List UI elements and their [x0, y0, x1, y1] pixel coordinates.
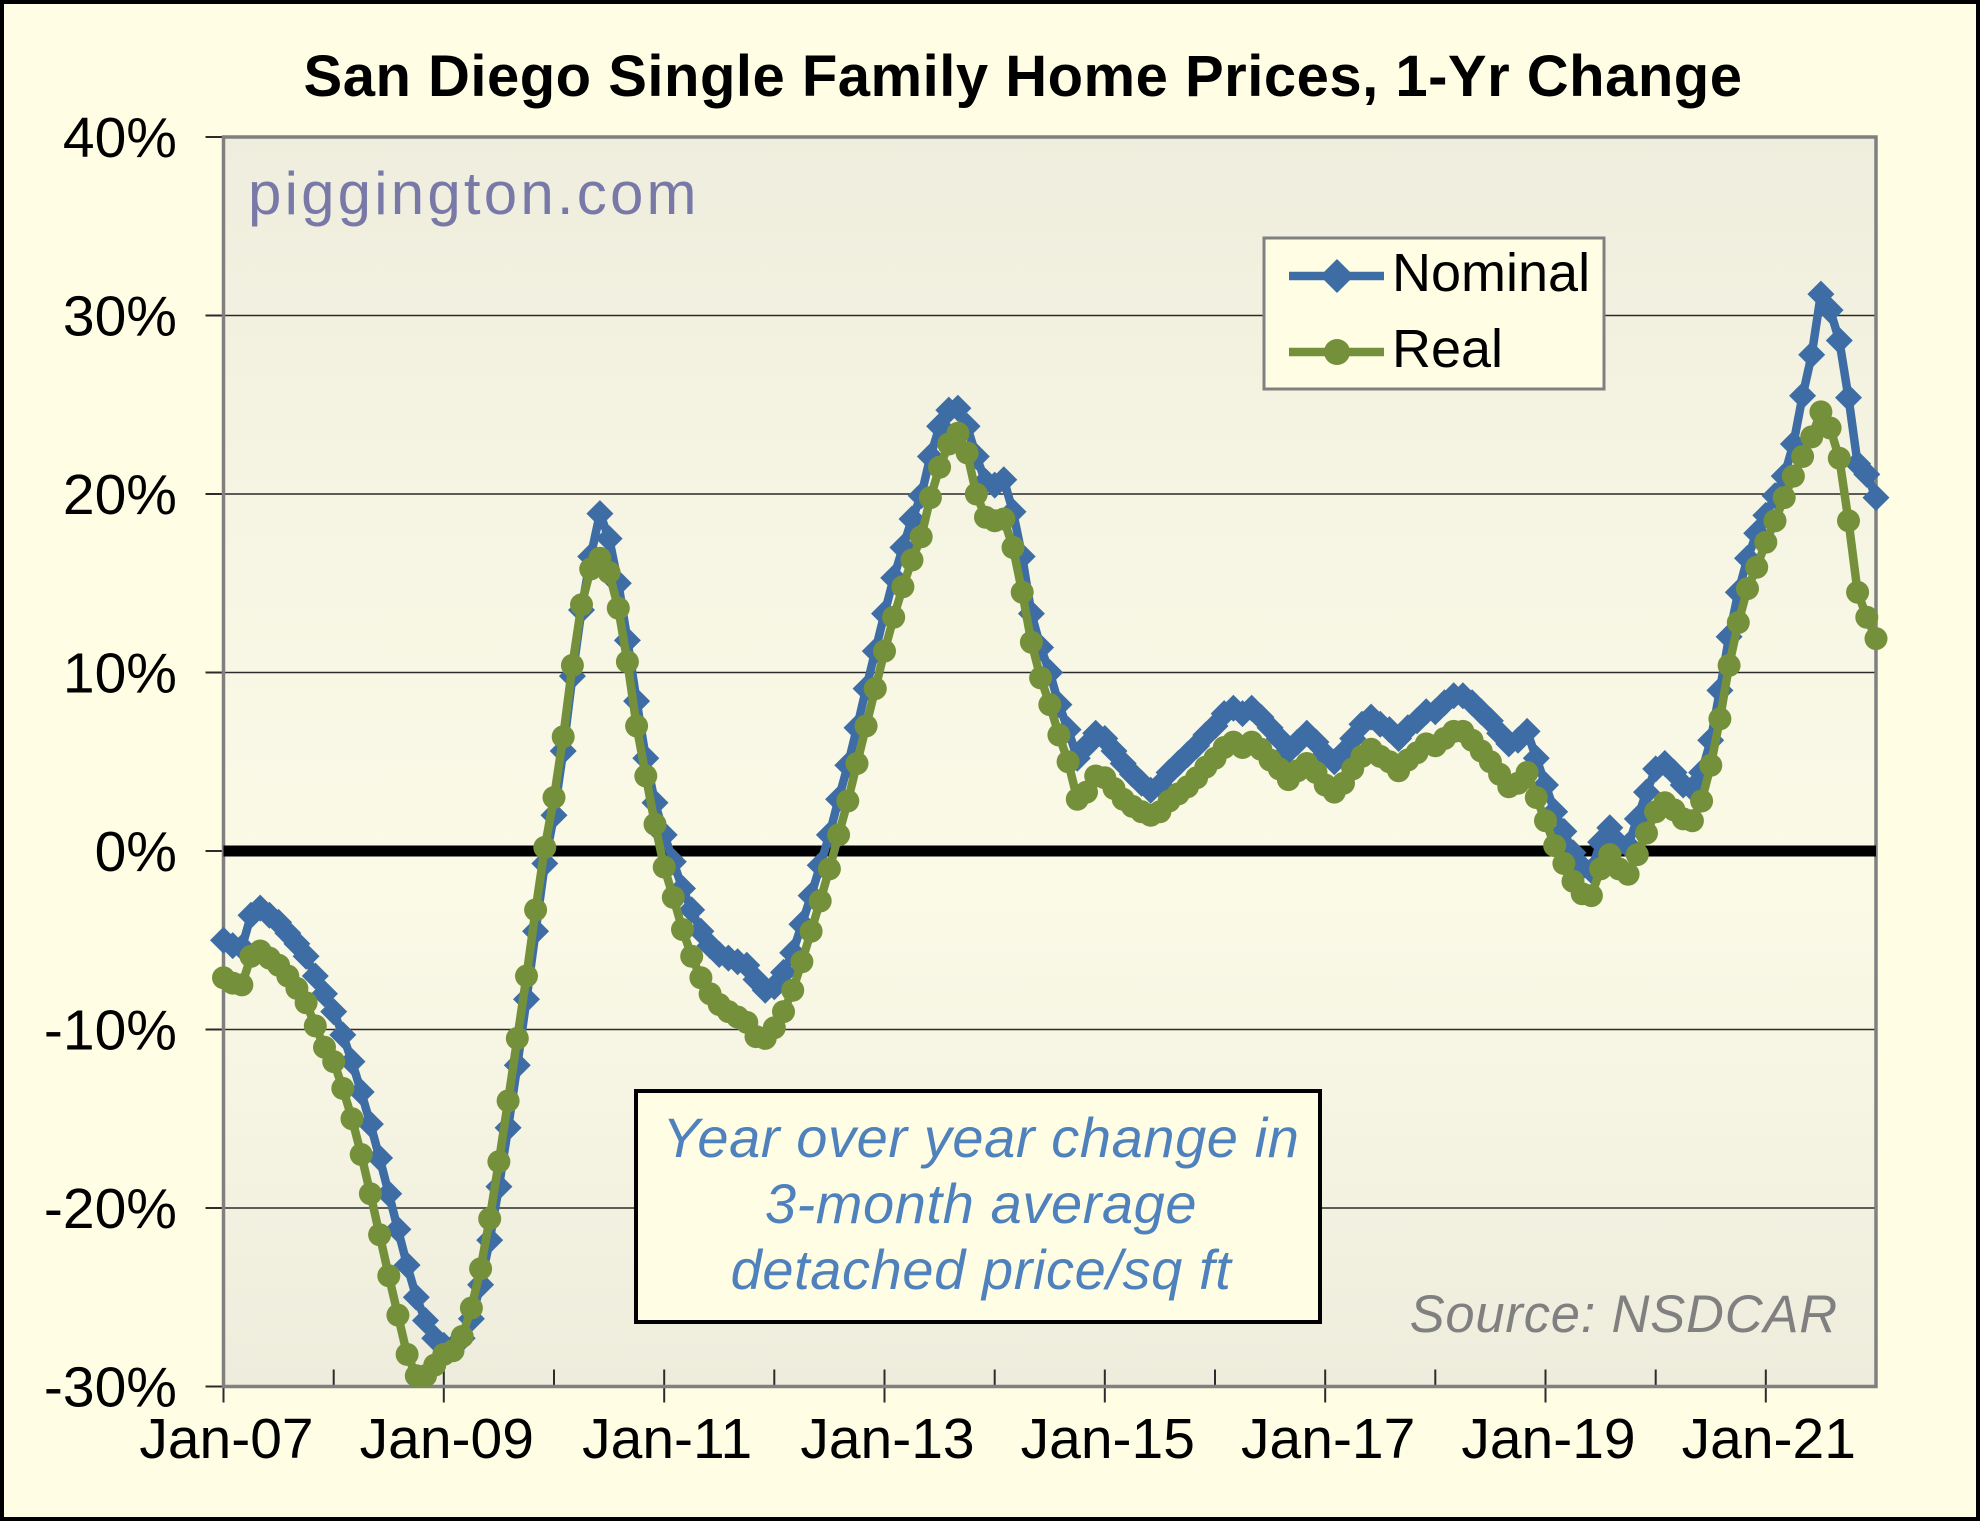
svg-text:Jan-09: Jan-09 — [360, 1407, 534, 1471]
svg-text:Jan-07: Jan-07 — [139, 1407, 313, 1471]
svg-text:-20%: -20% — [44, 1177, 177, 1241]
svg-text:Jan-21: Jan-21 — [1682, 1407, 1856, 1471]
svg-text:detached price/sq ft: detached price/sq ft — [731, 1238, 1234, 1301]
svg-text:Jan-15: Jan-15 — [1021, 1407, 1195, 1471]
svg-text:Jan-17: Jan-17 — [1241, 1407, 1415, 1471]
svg-text:San Diego Single Family Home P: San Diego Single Family Home Prices, 1-Y… — [304, 44, 1743, 109]
svg-text:Nominal: Nominal — [1392, 243, 1590, 303]
svg-text:Real: Real — [1392, 319, 1503, 379]
svg-text:3-month average: 3-month average — [765, 1172, 1197, 1235]
svg-text:Jan-19: Jan-19 — [1461, 1407, 1635, 1471]
svg-text:Source: NSDCAR: Source: NSDCAR — [1410, 1285, 1838, 1344]
svg-text:0%: 0% — [95, 820, 177, 884]
svg-text:-10%: -10% — [44, 999, 177, 1063]
svg-text:-30%: -30% — [44, 1356, 177, 1420]
svg-text:30%: 30% — [63, 285, 177, 349]
svg-text:20%: 20% — [63, 463, 177, 527]
svg-text:Jan-13: Jan-13 — [800, 1407, 974, 1471]
svg-text:10%: 10% — [63, 642, 177, 706]
svg-text:Year over year change in: Year over year change in — [662, 1106, 1299, 1169]
svg-text:piggington.com: piggington.com — [248, 160, 700, 227]
svg-text:40%: 40% — [63, 106, 177, 170]
svg-text:Jan-11: Jan-11 — [582, 1407, 752, 1471]
